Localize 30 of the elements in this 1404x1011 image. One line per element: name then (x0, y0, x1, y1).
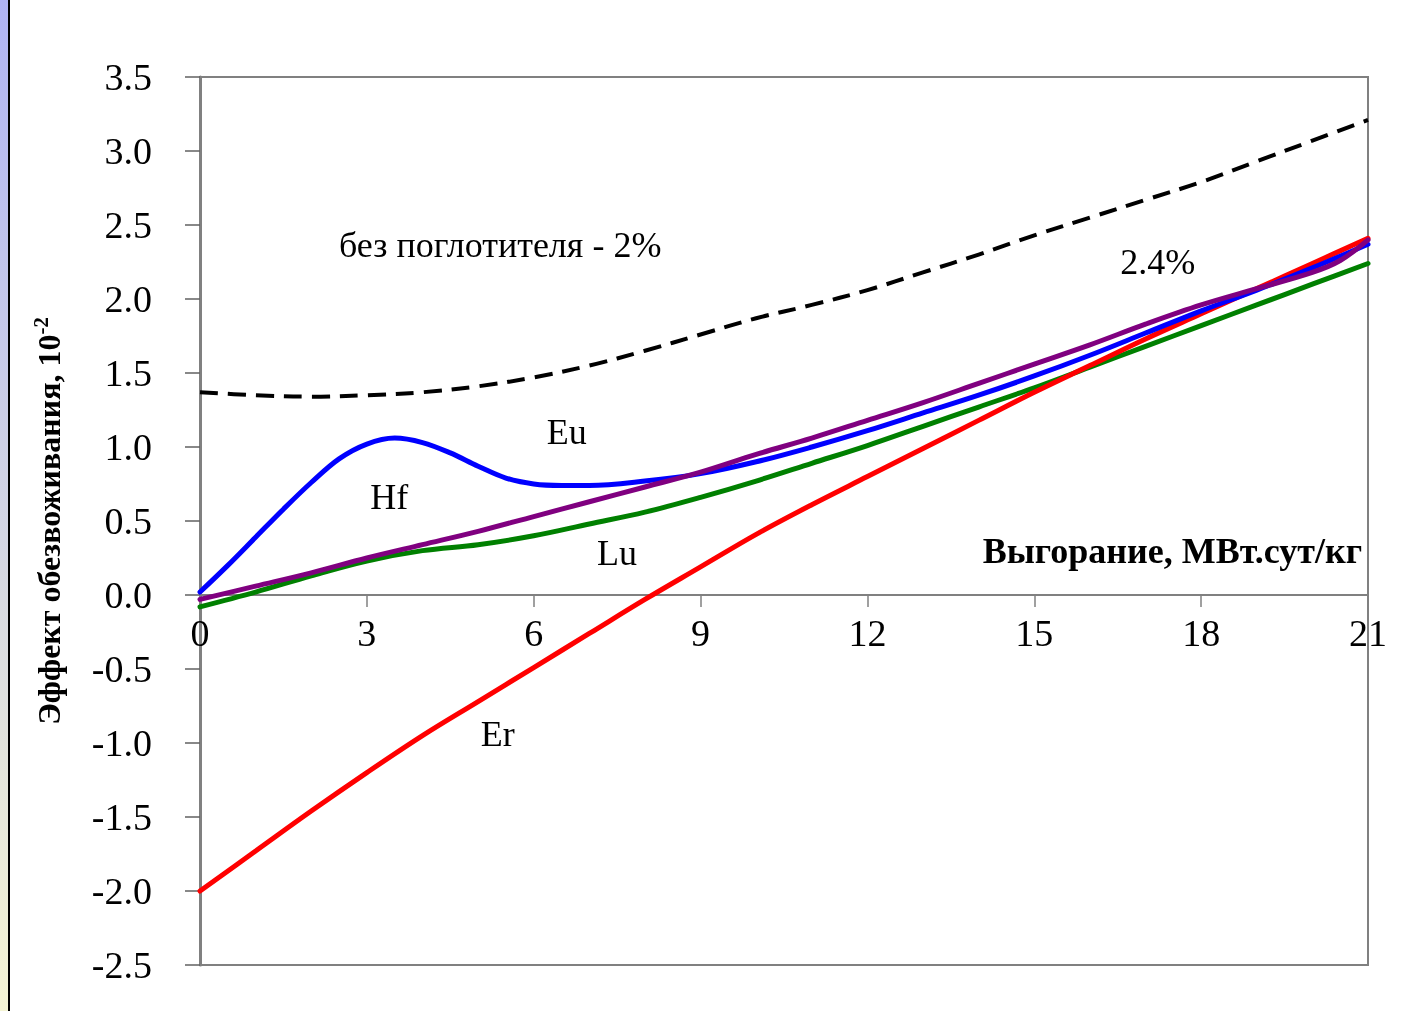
text: без поглотителя - 2% (338, 224, 662, 265)
y-tick-label: 1.5 (104, 352, 152, 394)
x-tick-label: 18 (1182, 612, 1221, 654)
series-label: Eu (546, 412, 587, 453)
y-tick-label: 2.0 (104, 278, 152, 320)
x-axis-title: Выгорание, МВт.сут/кг (982, 531, 1362, 572)
series-label: Er (480, 714, 515, 755)
y-tick-label: 3.5 (104, 56, 152, 98)
series-label: Lu (596, 533, 637, 574)
x-tick-label: 0 (190, 612, 210, 654)
annotation: 2.4% (1120, 241, 1196, 282)
y-tick-label: 3.0 (104, 130, 152, 172)
y-tick-label: -1.0 (91, 722, 152, 764)
y-tick-label: -0.5 (91, 648, 152, 690)
x-tick-label: 6 (524, 612, 544, 654)
x-tick-label: 15 (1015, 612, 1054, 654)
y-axis-title: Эффект обезвоживания, 10-2 (28, 317, 67, 725)
y-tick-label: 1.0 (104, 426, 152, 468)
y-tick-label: -1.5 (91, 796, 152, 838)
line-series (198, 117, 1370, 399)
y-tick-label: 2.5 (104, 204, 152, 246)
x-tick-label: 21 (1349, 612, 1387, 654)
x-tick-label: 9 (691, 612, 711, 654)
y-tick-label: 0.0 (104, 574, 152, 616)
y-tick-label: -2.5 (91, 944, 152, 986)
y-tick-label: -2.0 (91, 870, 152, 912)
x-tick-label: 12 (848, 612, 887, 654)
x-tick-label: 3 (357, 612, 377, 654)
series-label: Hf (370, 476, 409, 517)
y-tick-label: 0.5 (104, 500, 152, 542)
